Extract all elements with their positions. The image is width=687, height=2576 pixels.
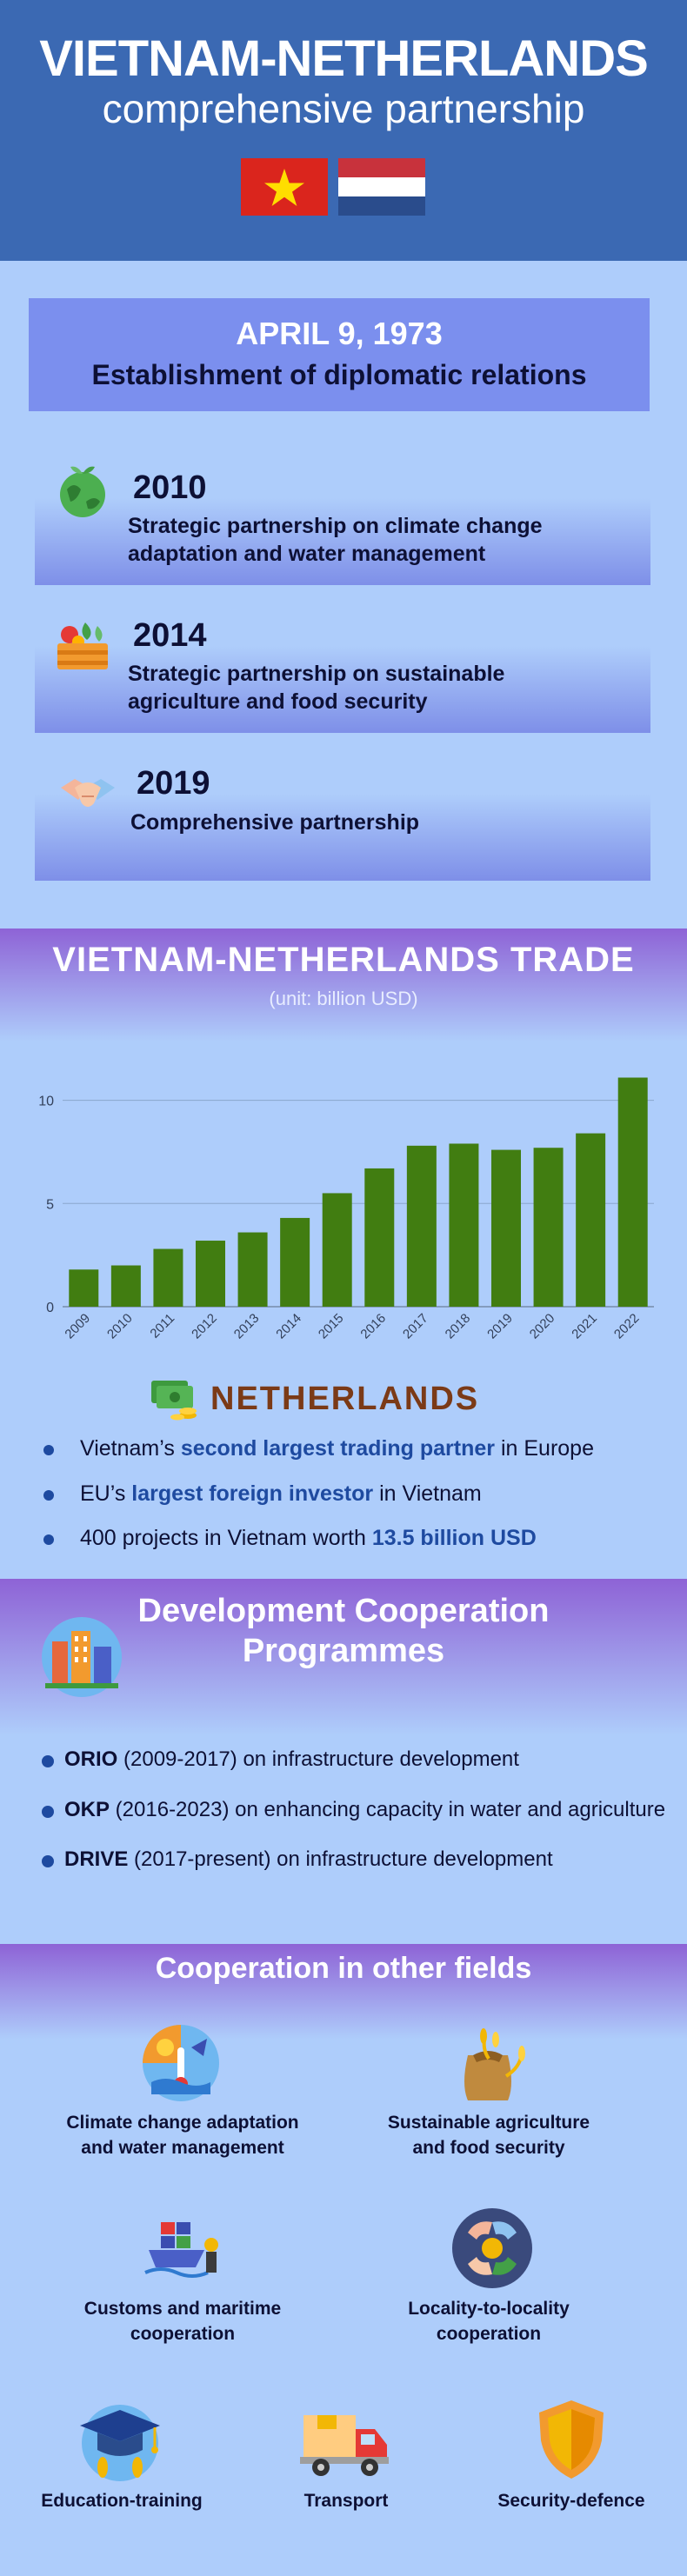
field-transport: Transport [303,2491,389,2511]
netherlands-fact-3: 400 projects in Vietnam worth 13.5 billi… [80,1526,537,1550]
bullet-dot [43,1490,54,1501]
shield-icon [539,2400,604,2479]
timeline-desc-2010-line2: adaptation and water management [128,542,486,566]
cargo-ship-icon [144,2222,218,2278]
trade-unit: (unit: billion USD) [269,988,418,1009]
timeline-year-2019: 2019 [137,765,210,802]
netherlands-flag-icon [338,158,425,216]
climate-icon [143,2025,219,2101]
chart-x-tick-label: 2018 [443,1311,474,1342]
programme-okp: OKP (2016-2023) on enhancing capacity in… [64,1798,666,1821]
timeline-desc-2010-line1: Strategic partnership on climate change [128,514,543,538]
field-customs-line1: Customs and maritime [83,2299,282,2319]
chart-bar-2021 [576,1133,606,1307]
chart-bar-2012 [196,1241,225,1307]
graduation-cap-icon [80,2405,160,2481]
timeline-year-2014: 2014 [133,617,207,654]
bullet-dot [43,1534,54,1545]
netherlands-fact-2: EU’s largest foreign investor in Vietnam [80,1481,482,1506]
page-subtitle: comprehensive partnership [102,86,585,131]
chart-bar-2019 [491,1149,521,1307]
vietnam-flag-icon [241,158,328,216]
timeline-year-2010: 2010 [133,469,207,506]
chart-y-tick-label: 10 [38,1095,54,1109]
field-agriculture-line1: Sustainable agriculture [387,2113,590,2133]
chart-x-tick-label: 2013 [231,1311,263,1342]
bullet-dot [42,1806,54,1818]
chart-bar-2011 [153,1248,183,1307]
wheat-sack-icon [464,2028,525,2100]
timeline-desc-2019: Comprehensive partnership [130,810,420,835]
globe-plant-icon [60,466,105,517]
field-climate-line1: Climate change adaptation [66,2113,299,2133]
chart-bar-2018 [449,1143,479,1307]
trade-title: VIETNAM-NETHERLANDS TRADE [52,941,635,979]
programmes-title-line2: Programmes [242,1633,445,1669]
field-customs-line2: cooperation [130,2324,236,2344]
chart-bar-2022 [617,1077,648,1307]
chart-x-tick-label: 2020 [527,1311,558,1342]
field-security: Security-defence [497,2491,645,2511]
field-locality-line1: Locality-to-locality [408,2299,570,2319]
programme-orio: ORIO (2009-2017) on infrastructure devel… [64,1747,519,1771]
chart-bar-2010 [110,1265,141,1307]
chart-bar-2013 [237,1232,268,1307]
establishment-text: Establishment of diplomatic relations [91,359,587,390]
header-banner [0,0,687,261]
netherlands-title: NETHERLANDS [210,1381,480,1417]
fields-title: Cooperation in other fields [155,1952,532,1985]
timeline-band [35,794,650,881]
chart-bar-2009 [69,1269,99,1307]
chart-x-tick-label: 2014 [273,1311,304,1342]
chart-bar-2016 [364,1168,395,1307]
bullet-dot [43,1445,54,1455]
page-title: VIETNAM-NETHERLANDS [39,30,649,87]
chart-x-tick-label: 2012 [189,1311,220,1342]
trade-section-header [0,929,687,1042]
linked-hands-icon [452,2208,532,2288]
timeline-desc-2014-line2: agriculture and food security [128,689,428,714]
chart-x-tick-label: 2021 [569,1311,600,1342]
timeline-band [35,498,650,585]
chart-x-tick-label: 2017 [400,1311,431,1342]
chart-bar-2017 [406,1145,437,1307]
timeline-desc-2014-line1: Strategic partnership on sustainable [128,662,505,686]
chart-x-tick-label: 2011 [147,1311,177,1341]
field-education: Education-training [41,2491,203,2511]
chart-x-tick-label: 2015 [316,1311,347,1342]
bullet-dot [42,1855,54,1867]
city-buildings-icon [42,1617,122,1697]
chart-x-tick-label: 2022 [611,1311,643,1342]
bullet-dot [42,1755,54,1767]
chart-x-tick-label: 2009 [62,1311,93,1342]
chart-bar-2015 [322,1193,352,1307]
vegetable-crate-icon [57,622,108,669]
fields-section-header [0,1944,687,2040]
netherlands-fact-1: Vietnam’s second largest trading partner… [80,1436,594,1461]
programmes-title-line1: Development Cooperation [137,1593,550,1629]
establishment-date: APRIL 9, 1973 [236,316,443,351]
chart-x-tick-label: 2016 [357,1311,389,1342]
chart-bar-2020 [533,1148,564,1307]
field-agriculture-line2: and food security [412,2138,565,2158]
chart-y-tick-label: 5 [46,1197,54,1212]
money-icon [151,1381,197,1421]
handshake-icon [61,779,115,807]
field-locality-line2: cooperation [436,2324,542,2344]
chart-y-tick-label: 0 [46,1301,54,1315]
timeline-band [35,646,650,733]
field-climate-line2: and water management [81,2138,284,2158]
chart-x-tick-label: 2019 [484,1311,516,1342]
chart-x-tick-label: 2010 [104,1311,136,1342]
chart-bar-2014 [280,1217,310,1307]
truck-icon [300,2415,389,2476]
establishment-box: APRIL 9, 1973 Establishment of diplomati… [29,298,650,411]
programme-drive: DRIVE (2017-present) on infrastructure d… [64,1847,553,1871]
trade-bar-chart: 0 5 10 2009 2010 2011 2012 2013 2014 2015 2016 2017… [38,1077,654,1342]
